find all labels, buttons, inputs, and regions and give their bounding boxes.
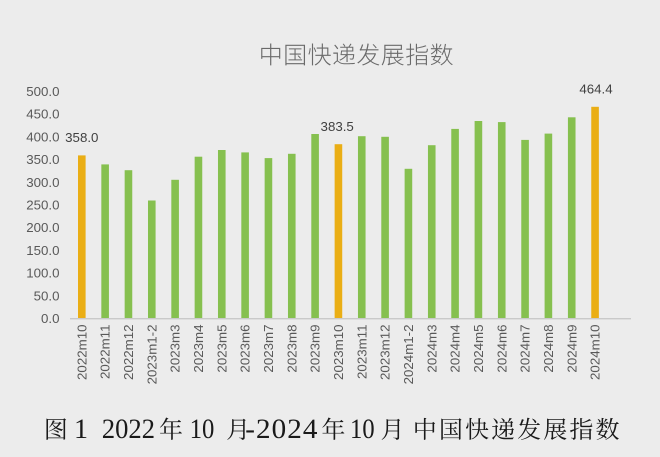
svg-text:2023m5: 2023m5 <box>214 325 229 373</box>
svg-text:2023m11: 2023m11 <box>354 325 369 379</box>
svg-text:100.0: 100.0 <box>26 266 59 281</box>
svg-text:383.5: 383.5 <box>321 119 354 134</box>
svg-text:464.4: 464.4 <box>579 82 612 97</box>
svg-text:2024m8: 2024m8 <box>541 325 556 373</box>
svg-text:2023m4: 2023m4 <box>191 325 206 373</box>
svg-text:2023m9: 2023m9 <box>308 325 323 373</box>
svg-text:350.0: 350.0 <box>26 152 59 167</box>
svg-text:2022m11: 2022m11 <box>98 325 113 379</box>
svg-text:2024m9: 2024m9 <box>564 325 579 373</box>
svg-text:400.0: 400.0 <box>26 129 59 144</box>
svg-text:200.0: 200.0 <box>26 220 59 235</box>
svg-text:2024m7: 2024m7 <box>518 325 533 373</box>
svg-text:2022m12: 2022m12 <box>121 325 136 380</box>
svg-text:2022m10: 2022m10 <box>74 325 89 380</box>
svg-text:500.0: 500.0 <box>26 84 59 99</box>
svg-text:250.0: 250.0 <box>26 198 59 213</box>
svg-text:300.0: 300.0 <box>26 175 59 190</box>
svg-text:2023m3: 2023m3 <box>168 325 183 373</box>
svg-text:2024m10: 2024m10 <box>588 325 603 380</box>
svg-text:450.0: 450.0 <box>26 107 59 122</box>
svg-text:2023m12: 2023m12 <box>378 325 393 380</box>
svg-text:50.0: 50.0 <box>34 288 60 303</box>
svg-text:150.0: 150.0 <box>26 243 59 258</box>
svg-text:2024m6: 2024m6 <box>494 325 509 373</box>
svg-text:358.0: 358.0 <box>65 130 98 145</box>
svg-text:0.0: 0.0 <box>41 311 60 326</box>
svg-text:2023m10: 2023m10 <box>331 325 346 380</box>
svg-text:2024m3: 2024m3 <box>424 325 439 373</box>
svg-text:2024m1-2: 2024m1-2 <box>401 325 416 385</box>
svg-text:2024m5: 2024m5 <box>471 325 486 373</box>
svg-text:2023m8: 2023m8 <box>284 325 299 373</box>
svg-text:2023m6: 2023m6 <box>238 325 253 373</box>
svg-text:2023m7: 2023m7 <box>261 325 276 373</box>
svg-text:2024m4: 2024m4 <box>448 325 463 373</box>
svg-text:2023m1-2: 2023m1-2 <box>144 325 159 385</box>
